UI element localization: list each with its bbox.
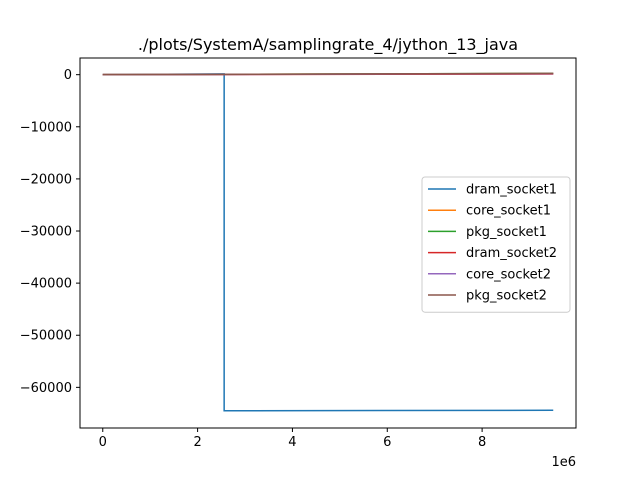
x-axis: 0 2 4 6 8: [99, 428, 486, 450]
x-tick-label: 8: [478, 435, 486, 450]
y-tick-label: −60000: [20, 381, 72, 396]
legend-label: dram_socket2: [466, 246, 557, 261]
x-tick-label: 6: [383, 435, 391, 450]
series-line-pkg-socket2: [102, 72, 554, 76]
y-tick-label: 0: [64, 68, 72, 83]
legend: dram_socket1 core_socket1 pkg_socket1 dram_…: [421, 176, 571, 313]
y-tick-label: −20000: [20, 172, 72, 187]
legend-label: core_socket2: [466, 267, 551, 282]
chart-title: ./plots/SystemA/samplingrate_4/jython_13…: [138, 35, 518, 55]
y-tick-label: −50000: [20, 329, 72, 344]
x-tick-label: 0: [99, 435, 107, 450]
series-layer: [102, 72, 554, 412]
legend-box: [421, 176, 571, 313]
plot-frame: [79, 57, 577, 429]
y-axis: 0 −10000 −20000 −30000 −40000 −50000 −60000: [20, 68, 80, 396]
legend-label: pkg_socket1: [466, 225, 547, 240]
x-offset-label: 1e6: [551, 455, 576, 470]
x-tick-label: 4: [288, 435, 296, 450]
y-tick-label: −30000: [20, 225, 72, 240]
legend-label: dram_socket1: [466, 183, 557, 198]
x-tick-label: 2: [193, 435, 201, 450]
y-tick-label: −40000: [20, 277, 72, 292]
legend-label: core_socket1: [466, 204, 551, 219]
legend-label: pkg_socket2: [466, 289, 547, 304]
y-tick-label: −10000: [20, 120, 72, 135]
